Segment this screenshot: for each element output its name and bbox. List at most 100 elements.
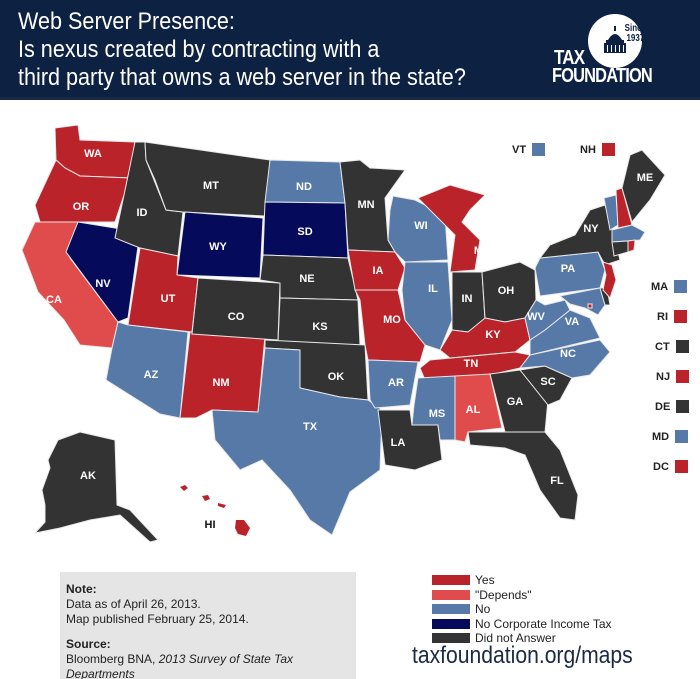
key-de: DE [655, 400, 690, 413]
svg-text:MO: MO [383, 314, 401, 326]
state-hi[interactable] [180, 485, 250, 536]
state-nm[interactable] [179, 331, 266, 419]
state-mt[interactable] [144, 141, 271, 217]
svg-text:KS: KS [312, 321, 327, 333]
svg-text:LA: LA [391, 437, 406, 449]
svg-text:AR: AR [388, 377, 404, 389]
state-me[interactable] [621, 149, 666, 224]
note-box: Note: Data as of April 26, 2013. Map pub… [60, 572, 356, 679]
source-heading: Source: [66, 637, 111, 651]
state-dc[interactable] [587, 303, 593, 309]
title-line-1: Web Server Presence: [18, 8, 235, 35]
legend: Yes "Depends" No No Corporate Income Tax… [432, 573, 612, 646]
swatch-ma [674, 280, 688, 293]
key-ma: MA [651, 280, 688, 293]
state-fl[interactable] [467, 431, 579, 521]
key-ri: RI [657, 310, 687, 323]
note-publish-date: Map published February 25, 2014. [66, 612, 249, 626]
capitol-dome-icon [604, 26, 626, 53]
svg-text:TX: TX [303, 421, 318, 433]
key-ct: CT [655, 340, 689, 353]
state-tx[interactable] [211, 347, 383, 536]
svg-text:AK: AK [80, 470, 96, 482]
source-text: Bloomberg BNA, 2013 Survey of State Tax … [66, 652, 294, 679]
svg-text:CO: CO [228, 311, 245, 323]
svg-text:IL: IL [428, 283, 438, 295]
logo-since: Since 1937 [624, 23, 647, 44]
state-il[interactable] [401, 261, 453, 351]
legend-item-depends: "Depends" [432, 588, 612, 603]
svg-text:OK: OK [328, 371, 345, 383]
state-ia[interactable] [347, 249, 406, 291]
header-banner: Web Server Presence: Is nexus created by… [0, 0, 700, 100]
state-co[interactable] [191, 277, 281, 341]
state-ar[interactable] [367, 359, 419, 409]
legend-item-yes: Yes [432, 573, 612, 588]
state-ak[interactable] [33, 431, 159, 543]
svg-text:NV: NV [95, 278, 111, 290]
svg-text:WA: WA [84, 148, 102, 160]
svg-text:FL: FL [550, 475, 564, 487]
state-mi[interactable] [417, 184, 486, 273]
footer-url-link[interactable]: taxfoundation.org/maps [412, 642, 633, 669]
title-line-2: Is nexus created by contracting with a [18, 36, 380, 63]
legend-swatch [432, 604, 470, 615]
svg-text:NE: NE [299, 273, 314, 285]
legend-item-no-cit: No Corporate Income Tax [432, 617, 612, 632]
swatch-de [676, 400, 690, 413]
svg-text:ND: ND [296, 181, 312, 193]
key-dc: DC [653, 460, 688, 473]
swatch-ct [675, 340, 689, 353]
svg-text:ID: ID [137, 207, 148, 219]
key-nj: NJ [656, 370, 690, 383]
state-labels: WA OR CA NV ID MT WY UT AZ NM CO ND SD N… [46, 148, 653, 531]
swatch-ri [674, 310, 687, 323]
state-mo[interactable] [354, 289, 426, 363]
svg-text:AZ: AZ [144, 369, 159, 381]
logo-tax-text: TAX [554, 47, 585, 69]
state-az[interactable] [105, 321, 189, 419]
state-nj[interactable] [602, 261, 617, 299]
note-heading: Note: [66, 582, 97, 596]
page-title: Web Server Presence: Is nexus created by… [18, 8, 466, 92]
key-md: MD [652, 430, 689, 443]
key-nh: NH [580, 143, 615, 156]
state-ct[interactable] [611, 240, 629, 257]
state-wv[interactable] [524, 299, 571, 341]
state-ma[interactable] [611, 224, 646, 243]
key-vt: VT [512, 143, 546, 156]
logo-foundation-text: FOUNDATION [552, 65, 653, 87]
note-data-date: Data as of April 26, 2013. [66, 597, 201, 611]
svg-text:NC: NC [560, 348, 576, 360]
us-map: WA OR CA NV ID MT WY UT AZ NM CO ND SD N… [21, 124, 666, 543]
legend-swatch [432, 618, 470, 629]
legend-item-no: No [432, 602, 612, 617]
svg-text:OR: OR [73, 201, 90, 213]
svg-text:IN: IN [462, 293, 473, 305]
tax-foundation-logo: Since 1937 TAX FOUNDATION [550, 12, 690, 92]
svg-text:WV: WV [527, 311, 545, 323]
legend-item-no-answer: Did not Answer [432, 631, 612, 646]
svg-text:VA: VA [565, 316, 580, 328]
svg-text:MS: MS [429, 408, 446, 420]
svg-text:WI: WI [414, 220, 427, 232]
svg-text:MT: MT [203, 180, 219, 192]
state-ri[interactable] [627, 239, 636, 253]
svg-text:GA: GA [507, 396, 524, 408]
svg-text:PA: PA [561, 263, 576, 275]
swatch-nh [601, 143, 615, 156]
state-mn[interactable] [339, 159, 406, 253]
svg-text:CA: CA [46, 294, 62, 306]
svg-text:NM: NM [212, 377, 229, 389]
svg-text:HI: HI [205, 519, 216, 531]
svg-text:SD: SD [297, 226, 312, 238]
svg-text:IA: IA [373, 265, 384, 277]
svg-text:NY: NY [583, 223, 599, 235]
svg-text:MI: MI [474, 245, 486, 257]
svg-text:WY: WY [209, 241, 227, 253]
svg-text:AL: AL [466, 404, 481, 416]
legend-swatch [432, 589, 470, 600]
svg-text:MN: MN [357, 199, 374, 211]
legend-swatch [432, 575, 470, 586]
swatch-dc [674, 460, 688, 473]
